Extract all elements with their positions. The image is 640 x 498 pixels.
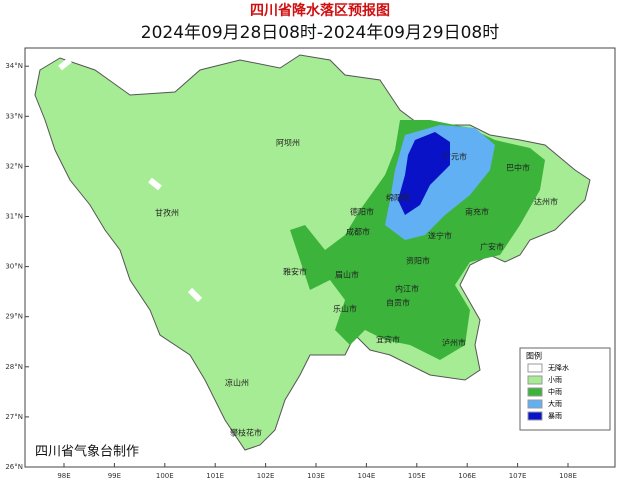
legend-label: 中雨 — [548, 387, 562, 396]
city-label: 内江市 — [395, 284, 419, 294]
lon-tick-label: 108E — [559, 472, 577, 480]
city-label: 眉山市 — [335, 270, 359, 280]
legend-label: 无降水 — [548, 363, 569, 372]
city-label: 宜宾市 — [376, 335, 400, 345]
lon-tick-label: 104E — [358, 472, 376, 480]
city-label: 乐山市 — [333, 304, 357, 314]
lon-tick-label: 101E — [206, 472, 224, 480]
lat-tick-label: 31°N — [5, 213, 23, 221]
lat-tick-label: 29°N — [5, 313, 23, 321]
city-label: 攀枝花市 — [230, 428, 262, 438]
lon-tick-label: 106E — [458, 472, 476, 480]
lat-tick-label: 33°N — [5, 112, 23, 120]
title: 四川省降水落区预报图 — [250, 2, 390, 19]
city-label: 巴中市 — [506, 163, 530, 173]
city-label: 凉山州 — [225, 378, 249, 388]
city-label: 雅安市 — [283, 267, 307, 277]
city-label: 广元市 — [443, 152, 467, 162]
lon-tick-label: 102E — [257, 472, 275, 480]
city-label: 绵阳市 — [386, 193, 410, 203]
city-label: 自贡市 — [386, 298, 410, 308]
city-label: 遂宁市 — [428, 231, 452, 241]
lon-tick-label: 100E — [156, 472, 174, 480]
city-label: 广安市 — [480, 242, 504, 252]
lon-tick-label: 103E — [307, 472, 325, 480]
legend-swatch — [527, 375, 543, 385]
lat-tick-label: 28°N — [5, 363, 23, 371]
legend-swatch — [527, 363, 543, 373]
legend-swatch — [527, 387, 543, 397]
lon-tick-label: 99E — [108, 472, 121, 480]
legend-label: 暴雨 — [548, 412, 562, 420]
no-rain-patches — [58, 57, 203, 303]
rainstorm-area — [398, 132, 450, 215]
city-label: 成都市 — [346, 227, 370, 237]
subtitle: 2024年09月28日08时-2024年09月29日08时 — [141, 23, 499, 43]
lat-tick-label: 32°N — [5, 162, 23, 170]
city-label: 德阳市 — [350, 207, 374, 217]
lat-tick-label: 34°N — [5, 62, 23, 70]
legend-swatch — [527, 411, 543, 421]
lon-tick-label: 107E — [509, 472, 527, 480]
lon-tick-label: 98E — [57, 472, 70, 480]
lat-tick-label: 30°N — [5, 263, 23, 271]
legend-label: 大雨 — [548, 399, 562, 408]
city-label: 南充市 — [465, 207, 489, 217]
city-label: 阿坝州 — [276, 139, 300, 148]
city-label: 资阳市 — [406, 256, 430, 266]
credit: 四川省气象台制作 — [35, 444, 139, 460]
legend-swatch — [527, 399, 543, 409]
legend-title: 图例 — [526, 351, 542, 361]
lat-tick-label: 27°N — [5, 413, 23, 421]
city-label: 泸州市 — [442, 338, 466, 348]
legend-label: 小雨 — [548, 375, 562, 384]
city-label: 达州市 — [534, 197, 558, 207]
lon-tick-label: 105E — [408, 472, 426, 480]
lat-tick-label: 26°N — [5, 463, 23, 471]
city-label: 甘孜州 — [155, 208, 179, 218]
